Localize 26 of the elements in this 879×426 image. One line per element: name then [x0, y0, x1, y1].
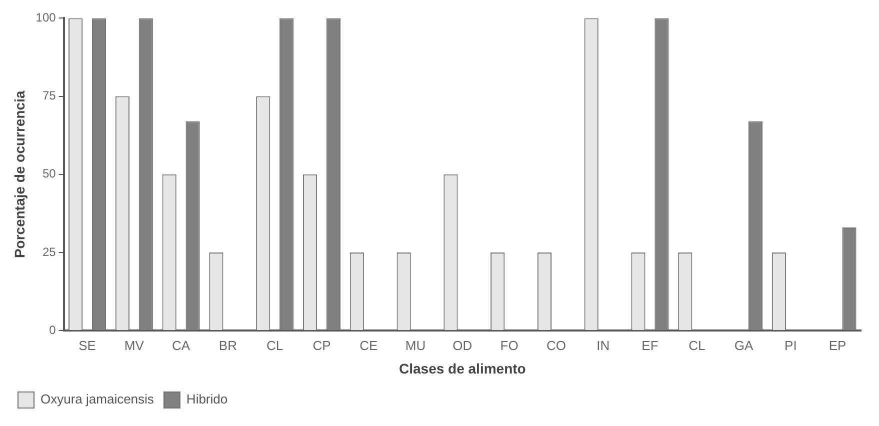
- x-tick-label: CE: [360, 338, 378, 353]
- x-tick-label: CP: [312, 338, 331, 353]
- y-tick-label: 50: [42, 166, 56, 181]
- x-tick-label: CL: [688, 338, 706, 353]
- y-axis-title: Porcentaje de ocurrencia: [11, 90, 28, 258]
- x-tick-label: BR: [218, 338, 237, 353]
- x-tick-label: GA: [734, 338, 754, 353]
- x-axis-title: Clases de alimento: [398, 360, 526, 376]
- x-tick-label: IN: [596, 338, 610, 353]
- y-tick-label: 25: [42, 244, 56, 259]
- y-tick-label: 0: [49, 322, 56, 337]
- x-tick-label: SE: [78, 338, 96, 353]
- y-tick-label: 75: [42, 88, 56, 103]
- y-tick-label: 100: [36, 10, 56, 25]
- x-tick-label: FO: [500, 338, 518, 353]
- legend-label: Hibrido: [186, 392, 228, 407]
- x-tick-label: CL: [266, 338, 284, 353]
- x-tick-label: CO: [546, 338, 566, 353]
- x-tick-label: MV: [124, 338, 144, 353]
- x-tick-label: PI: [784, 338, 797, 353]
- x-tick-label: EF: [642, 338, 658, 353]
- x-tick-label: OD: [452, 338, 472, 353]
- x-tick-label: CA: [172, 338, 190, 353]
- x-tick-label: MU: [405, 338, 426, 353]
- x-tick-label: EP: [828, 338, 846, 353]
- legend-label: Oxyura jamaicensis: [40, 392, 154, 407]
